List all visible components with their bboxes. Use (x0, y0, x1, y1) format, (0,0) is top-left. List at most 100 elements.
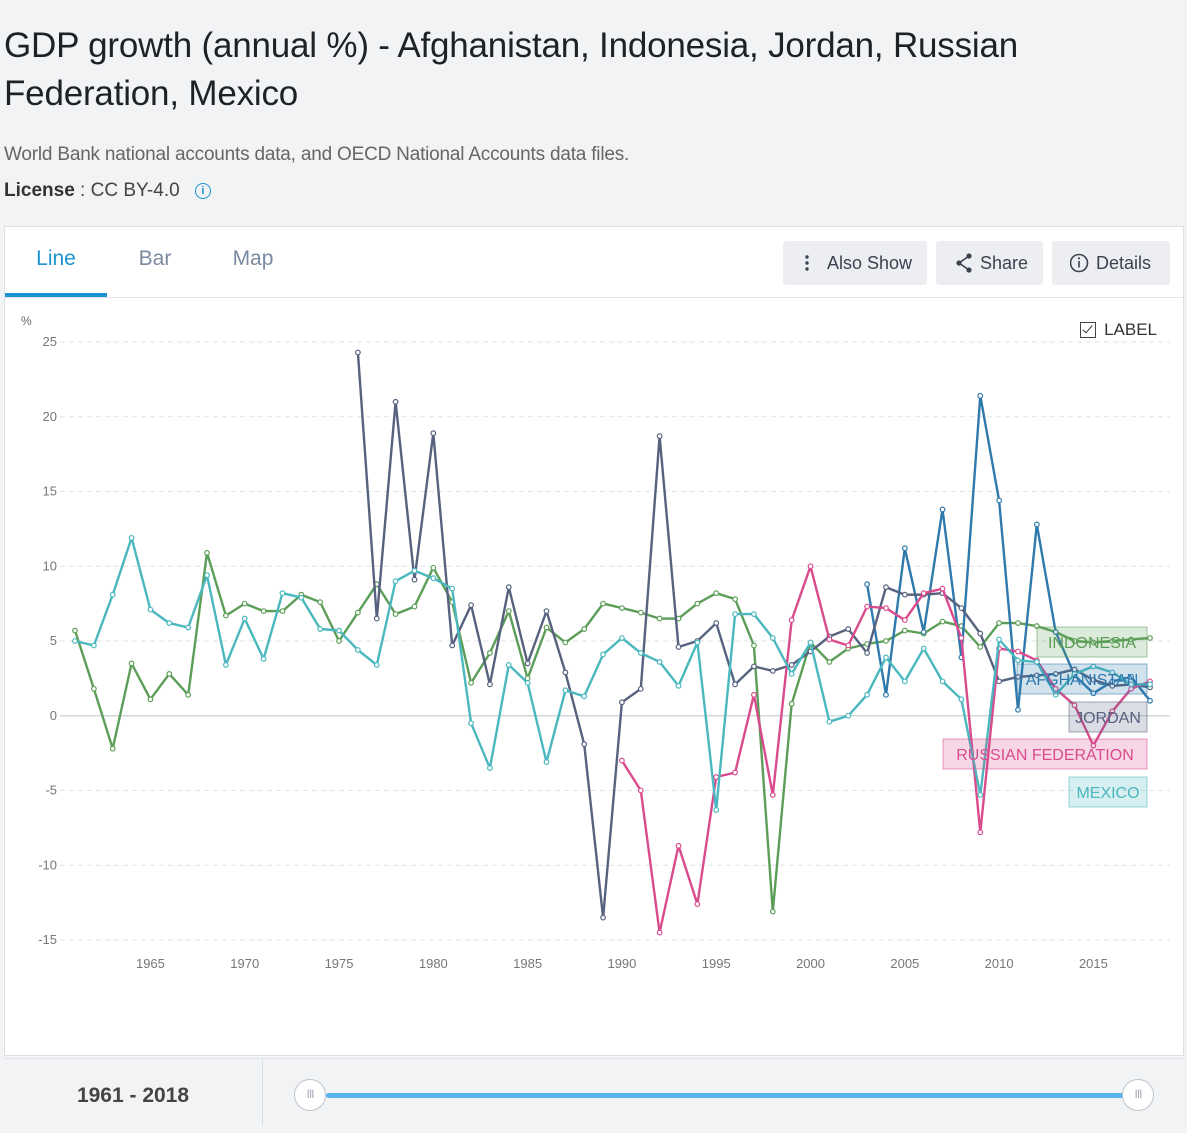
data-point[interactable] (1033, 672, 1040, 679)
data-point[interactable] (939, 678, 946, 685)
data-point[interactable] (392, 398, 399, 405)
data-point[interactable] (222, 662, 229, 668)
data-point[interactable] (883, 584, 889, 591)
data-point[interactable] (845, 626, 852, 632)
series-line-jordan[interactable] (356, 352, 1151, 919)
data-point[interactable] (920, 645, 927, 652)
data-point[interactable] (788, 617, 795, 623)
data-point[interactable] (72, 627, 78, 634)
range-start-handle[interactable]: III (294, 1079, 326, 1111)
data-point[interactable] (637, 650, 644, 656)
data-point[interactable] (90, 642, 97, 649)
data-point[interactable] (732, 769, 738, 776)
series-line-afghanistan[interactable] (865, 394, 1151, 711)
data-point[interactable] (619, 757, 625, 764)
data-point[interactable] (468, 720, 474, 727)
data-point[interactable] (958, 605, 965, 612)
data-point[interactable] (883, 691, 889, 698)
data-point[interactable] (656, 659, 663, 665)
data-point[interactable] (694, 901, 701, 908)
data-point[interactable] (713, 807, 720, 813)
data-point[interactable] (1052, 629, 1059, 635)
data-point[interactable] (543, 624, 550, 631)
data-point[interactable] (72, 638, 78, 644)
data-point[interactable] (864, 691, 871, 698)
data-point[interactable] (430, 575, 437, 582)
data-point[interactable] (939, 585, 946, 592)
data-point[interactable] (713, 620, 720, 626)
data-point[interactable] (147, 606, 154, 613)
data-point[interactable] (336, 627, 342, 634)
data-point[interactable] (751, 611, 757, 617)
data-point[interactable] (864, 603, 871, 610)
data-point[interactable] (430, 430, 437, 437)
data-point[interactable] (260, 608, 267, 615)
data-point[interactable] (1015, 620, 1021, 626)
also-show-button[interactable]: Also Show (783, 241, 927, 285)
tab-line[interactable]: Line (5, 227, 107, 297)
data-point[interactable] (637, 609, 644, 616)
data-point[interactable] (901, 678, 908, 685)
data-point[interactable] (392, 611, 399, 617)
data-point[interactable] (656, 929, 663, 936)
data-point[interactable] (1147, 681, 1153, 688)
data-point[interactable] (241, 600, 248, 607)
data-point[interactable] (336, 638, 342, 644)
data-point[interactable] (788, 700, 795, 707)
share-button[interactable]: Share (936, 241, 1043, 285)
data-point[interactable] (317, 626, 324, 632)
data-point[interactable] (279, 608, 286, 615)
data-point[interactable] (1090, 742, 1097, 749)
tab-bar[interactable]: Bar (138, 247, 172, 270)
data-point[interactable] (581, 693, 588, 700)
data-point[interactable] (109, 591, 116, 598)
data-point[interactable] (185, 624, 192, 631)
data-point[interactable] (222, 612, 229, 619)
series-line-indonesia[interactable] (73, 551, 1151, 913)
data-point[interactable] (845, 712, 852, 719)
data-point[interactable] (185, 691, 192, 698)
data-point[interactable] (675, 682, 682, 689)
data-point[interactable] (204, 549, 210, 556)
data-point[interactable] (317, 599, 324, 606)
data-point[interactable] (487, 650, 493, 656)
data-point[interactable] (581, 626, 588, 632)
data-point[interactable] (996, 678, 1003, 685)
data-point[interactable] (1109, 669, 1116, 676)
data-point[interactable] (694, 639, 701, 646)
details-button[interactable]: Details (1052, 241, 1170, 285)
data-point[interactable] (373, 662, 380, 668)
data-point[interactable] (1109, 682, 1116, 689)
data-point[interactable] (769, 635, 776, 641)
data-point[interactable] (732, 596, 738, 603)
data-point[interactable] (487, 681, 493, 688)
data-point[interactable] (411, 576, 418, 583)
data-point[interactable] (128, 534, 135, 541)
data-point[interactable] (883, 654, 889, 661)
data-point[interactable] (769, 668, 776, 674)
data-point[interactable] (279, 590, 286, 597)
data-point[interactable] (449, 642, 456, 649)
data-point[interactable] (864, 581, 871, 588)
data-point[interactable] (1015, 657, 1021, 664)
data-point[interactable] (788, 670, 795, 677)
data-point[interactable] (977, 644, 984, 650)
data-point[interactable] (977, 792, 984, 798)
data-point[interactable] (675, 644, 682, 650)
data-point[interactable] (468, 679, 474, 686)
data-point[interactable] (1071, 702, 1078, 709)
data-point[interactable] (354, 349, 361, 356)
data-point[interactable] (751, 663, 757, 670)
label-toggle[interactable]: LABEL (1080, 319, 1157, 341)
range-slider-track[interactable] (326, 1093, 1126, 1098)
data-point[interactable] (298, 594, 305, 601)
data-point[interactable] (1147, 635, 1153, 641)
data-point[interactable] (373, 615, 380, 622)
data-point[interactable] (732, 681, 738, 688)
data-point[interactable] (826, 636, 833, 643)
data-point[interactable] (901, 545, 908, 552)
data-point[interactable] (524, 679, 531, 686)
series-line-mexico[interactable] (74, 536, 1150, 812)
data-point[interactable] (411, 603, 418, 610)
data-point[interactable] (996, 497, 1003, 504)
